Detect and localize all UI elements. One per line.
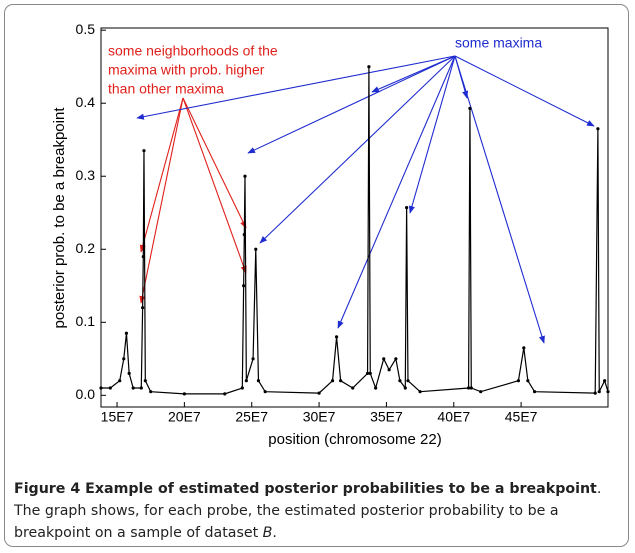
- annotation: than other maxima: [108, 81, 224, 97]
- data-point: [469, 386, 473, 390]
- blue-arrows: [136, 55, 595, 344]
- caption-bold: Figure 4 Example of estimated posterior …: [14, 481, 597, 497]
- data-line: [101, 66, 609, 395]
- data-point: [387, 368, 391, 372]
- caption-text: . The graph shows, for each probe, the e…: [14, 481, 602, 541]
- y-tick-label: 0.2: [76, 240, 96, 256]
- caption: Figure 4 Example of estimated posterior …: [14, 478, 620, 544]
- data-point: [405, 206, 409, 210]
- x-tick-label: 20E7: [168, 409, 201, 425]
- data-point: [122, 357, 126, 361]
- data-point: [263, 390, 267, 394]
- y-tick-label: 0.5: [76, 21, 96, 37]
- y-tick-label: 0.1: [76, 313, 96, 329]
- data-point: [244, 379, 248, 383]
- data-point: [398, 379, 402, 383]
- x-tick-label: 25E7: [235, 409, 268, 425]
- annotation: some maxima: [455, 35, 542, 51]
- data-point: [418, 390, 422, 394]
- data-point: [382, 357, 386, 361]
- data-point: [142, 149, 146, 153]
- data-point: [182, 392, 186, 396]
- data-point: [118, 379, 122, 383]
- data-point: [317, 391, 321, 395]
- data-point: [139, 386, 143, 390]
- data-point: [351, 386, 355, 390]
- caption-end: .: [272, 525, 277, 541]
- x-tick-label: 30E7: [303, 409, 336, 425]
- figure-frame: [4, 4, 629, 547]
- data-point: [368, 371, 372, 376]
- data-point: [516, 379, 521, 383]
- data-point: [526, 379, 530, 383]
- data-point: [394, 357, 398, 361]
- data-point: [242, 233, 246, 237]
- data-point: [468, 106, 472, 110]
- x-tick-label: 40E7: [437, 409, 470, 425]
- data-point: [143, 379, 147, 383]
- data-point: [124, 331, 129, 335]
- data-point: [131, 386, 135, 390]
- data-point: [367, 65, 371, 69]
- chart: some neighborhoods of the maxima with pr…: [51, 21, 610, 448]
- data-point: [403, 386, 407, 390]
- data-point: [365, 371, 370, 376]
- data-point: [532, 390, 537, 394]
- data-point: [141, 306, 145, 310]
- data-point: [256, 379, 261, 383]
- y-tick-label: 0.0: [76, 386, 96, 402]
- data-point: [339, 379, 343, 383]
- annotation: some neighborhoods of the: [108, 43, 278, 59]
- caption-italic: B: [262, 525, 273, 541]
- data-point: [243, 174, 247, 178]
- data-point: [240, 386, 244, 390]
- red-arrows: [139, 97, 247, 304]
- data-point: [254, 247, 258, 251]
- data-point: [603, 379, 607, 383]
- data-point: [593, 391, 597, 395]
- data-point: [479, 390, 483, 394]
- data-point: [374, 386, 378, 390]
- x-tick-label: 35E7: [370, 409, 403, 425]
- x-axis-title: position (chromosome 22): [268, 431, 441, 448]
- data-point: [99, 386, 103, 390]
- data-point: [330, 379, 335, 383]
- annotation: maxima with prob. higher: [108, 62, 265, 78]
- data-point: [141, 254, 145, 259]
- data-point: [597, 390, 601, 394]
- data-point: [334, 335, 339, 339]
- plot-frame: [100, 27, 609, 408]
- y-axis-title: posterior prob. to be a breakpoint: [51, 107, 68, 329]
- y-tick-label: 0.3: [76, 167, 96, 183]
- data-point: [251, 357, 255, 361]
- x-tick-label: 15E7: [101, 409, 134, 425]
- data-point: [108, 386, 112, 390]
- data-point: [242, 284, 246, 288]
- data-point: [149, 390, 153, 394]
- data-point: [466, 386, 471, 390]
- data-point: [406, 379, 410, 383]
- x-tick-label: 45E7: [505, 409, 538, 425]
- data-point: [223, 392, 227, 396]
- data-point: [522, 346, 526, 350]
- data-point: [606, 390, 610, 394]
- data-point: [596, 127, 600, 131]
- y-tick-label: 0.4: [76, 94, 96, 110]
- data-point: [127, 371, 131, 376]
